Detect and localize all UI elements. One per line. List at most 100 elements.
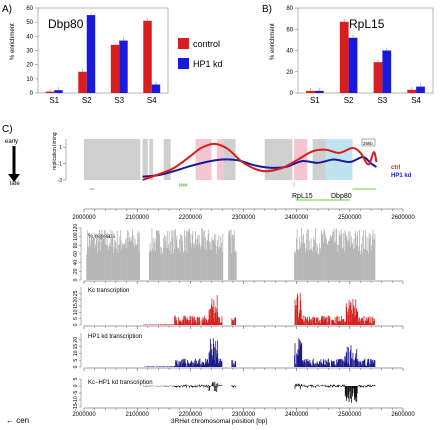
bottom-x-tick-label: 2300000 — [232, 412, 256, 418]
panel-a-bar-control-S1 — [45, 91, 55, 93]
panel-a-xtick-label-S3: S3 — [114, 96, 124, 105]
timing-gray-block — [312, 139, 326, 180]
hp1kd-transcription-ytick-label: 15 — [73, 344, 79, 350]
legend-swatch-hp1kd — [178, 58, 189, 69]
bottom-x-tick-label: 2600000 — [391, 412, 415, 418]
repeats-ytick-label: 60 — [73, 251, 79, 257]
kc-transcription-ytick-label: 25 — [73, 290, 79, 296]
panel-b-bar-control-S1 — [306, 90, 315, 93]
panel-b-title: RpL15 — [349, 17, 385, 31]
bottom-x-tick-label: 2000000 — [72, 412, 96, 418]
timing-gray-block — [264, 139, 293, 180]
panel-a-bar-control-S3 — [110, 44, 120, 93]
panel-b-xtick-label-S2: S2 — [344, 96, 354, 105]
x-axis-label: 3RHet chromosomal position [bp] — [171, 418, 267, 425]
kc-transcription-title: Kc transcription — [88, 288, 129, 294]
panel-b-bar-hp1kd-S3 — [382, 50, 392, 93]
top-x-tick-label: 2600000 — [391, 215, 415, 221]
kc-transcription-ytick-label: 15 — [73, 303, 79, 309]
panel-b-bar-control-S3 — [373, 62, 383, 93]
panel-a-xtick-label-S1: S1 — [49, 96, 59, 105]
legend-swatch-control — [178, 38, 189, 49]
timing-late-label: late — [10, 181, 20, 187]
legend-label-hp1kd: HP1 kd — [193, 59, 223, 69]
panel-a-xtick-label-S4: S4 — [147, 96, 157, 105]
panel-a-ytick-label: 40 — [26, 34, 33, 40]
panel-a-ytick-label: 30 — [26, 49, 33, 55]
timing-panel: early late replication timing 1 -1 -3 ctrl… — [5, 132, 412, 187]
panel-b-bar-hp1kd-S1 — [314, 90, 324, 93]
panel-a-bar-control-S2 — [78, 71, 87, 93]
top-x-tick-label: 2200000 — [179, 215, 203, 221]
scale-bar-label: 25kb — [363, 141, 373, 146]
kc-transcription-ytick-label: 5 — [73, 317, 79, 320]
timing-ytick-label: 1 — [59, 145, 62, 151]
timing-line-hp1kd — [142, 156, 377, 178]
hp1kd-transcription-ytick-label: 20 — [73, 337, 79, 343]
top-x-tick-label: 2400000 — [285, 215, 309, 221]
repeats-ytick-label: 100 — [73, 232, 79, 241]
panel-b-xtick-label-S3: S3 — [377, 96, 387, 105]
timing-pink-block — [294, 139, 308, 180]
panel-a-ytick-label: 50 — [26, 20, 33, 26]
panel-b-ytick-label: 80 — [286, 6, 293, 12]
top-x-tick-label: 2100000 — [125, 215, 149, 221]
panel-b-xtick-label-S4: S4 — [411, 96, 421, 105]
centromere-label: ← cen — [6, 416, 29, 425]
panel-label-b: B) — [262, 4, 272, 15]
diff-transcription-ytick-label: -10 — [73, 396, 79, 403]
panel-a-ylabel: % enrichment — [10, 23, 16, 60]
hp1kd-transcription-ytick-label: 5 — [73, 359, 79, 362]
panel-b-ytick-label: 20 — [286, 70, 293, 76]
bottom-x-tick-label: 2500000 — [338, 412, 362, 418]
panel-b-ytick-label: 40 — [286, 49, 293, 55]
timing-line-ctrl — [142, 142, 378, 181]
panel-a-bar-hp1kd-S1 — [54, 90, 63, 93]
diff-transcription-title: Kc−HP1 kd transcription — [88, 380, 153, 386]
bottom-x-axis: 2000000 2100000 2200000 2300000 2400000 25000… — [72, 412, 415, 418]
top-x-axis: 2000000 2100000 2200000 2300000 2400000 25000… — [72, 208, 415, 221]
kc-transcription-ytick-label: 10 — [73, 309, 79, 315]
panel-a-chart: % enrichment Dbp80 0 10 20 30 40 50 60 S1 S2 S3 S4 — [10, 6, 169, 105]
panel-a-bar-hp1kd-S3 — [119, 40, 128, 93]
legend-panel-a: control HP1 kd — [178, 38, 223, 69]
panel-a-ytick-label: 20 — [26, 63, 33, 69]
hp1kd-transcription-ytick-label: 0 — [73, 365, 79, 368]
panel-a-ytick-label: 0 — [30, 91, 34, 97]
bottom-x-tick-label: 2100000 — [125, 412, 149, 418]
legend-label-control: control — [193, 39, 220, 49]
repeats-ytick-label: 120 — [73, 224, 79, 233]
hp1kd-transcription-title: HP1 kd transcription — [88, 334, 142, 340]
panel-b-ytick-label: 0 — [290, 91, 294, 97]
panel-b-ytick-label: 60 — [286, 27, 293, 33]
top-x-tick-label: 2300000 — [232, 215, 256, 221]
timing-early-label: early — [5, 139, 18, 145]
diff-transcription-ytick-label: -5 — [73, 391, 79, 396]
repeats-ytick-label: 0 — [73, 278, 79, 281]
timing-ytick-label: -3 — [58, 178, 63, 184]
repeats-ytick-label: 20 — [73, 268, 79, 274]
kc-transcription-ytick-label: 0 — [73, 323, 79, 326]
gene-label-dbp80: Dbp80 — [331, 193, 352, 200]
bottom-x-tick-label: 2400000 — [285, 412, 309, 418]
timing-gray-block — [84, 139, 141, 180]
kc-transcription-ytick-label: 20 — [73, 297, 79, 303]
panel-b-bar-hp1kd-S2 — [348, 37, 358, 93]
panel-a-bar-hp1kd-S2 — [86, 15, 96, 93]
timing-gray-block — [149, 139, 154, 180]
top-x-tick-label: 2000000 — [72, 215, 96, 221]
panel-b-xtick-label-S1: S1 — [310, 96, 320, 105]
panel-a-bar-hp1kd-S4 — [151, 84, 161, 93]
timing-gray-block — [142, 139, 148, 180]
gene-label-rpl15: RpL15 — [292, 193, 313, 200]
panel-label-a: A) — [2, 4, 12, 15]
diff-transcription-track: 5 0 -5-10-15 Kc−HP1 kd transcription — [73, 377, 404, 411]
repeats-ytick-label: 40 — [73, 260, 79, 266]
timing-arrow-head — [8, 174, 20, 182]
repeats-ytick-label: 80 — [73, 242, 79, 248]
bottom-x-tick-label: 2200000 — [179, 412, 203, 418]
